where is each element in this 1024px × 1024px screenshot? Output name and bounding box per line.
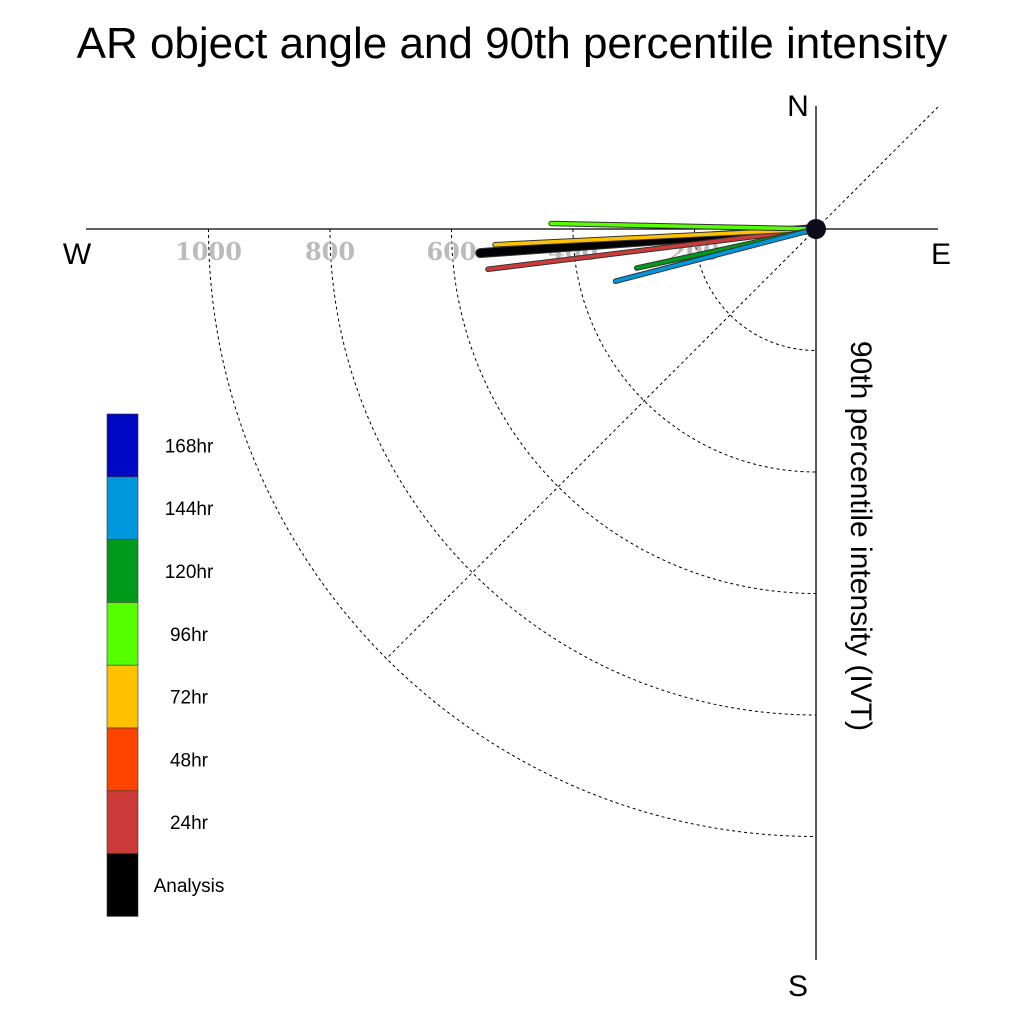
legend-swatch-120hr xyxy=(106,539,139,603)
diagonal-gridline xyxy=(385,106,939,660)
legend-swatch-72hr xyxy=(106,664,139,729)
chart-title: AR object angle and 90th percentile inte… xyxy=(77,19,948,68)
legend-swatch-24hr xyxy=(106,790,139,854)
compass-east: E xyxy=(931,238,951,271)
grid-arc-800 xyxy=(329,228,817,716)
compass-north: N xyxy=(787,90,809,123)
legend-swatch-168hr xyxy=(106,413,139,478)
compass-south: S xyxy=(788,970,808,1003)
radial-tick-600: 600 xyxy=(426,237,476,266)
legend-swatch-144hr xyxy=(106,476,139,540)
legend-label-analysis: Analysis xyxy=(154,876,225,897)
series-layer xyxy=(475,220,821,284)
legend: 168hr 144hr 120hr 96hr 72hr 48hr 24hr Analysis xyxy=(106,413,225,917)
y-axis-label: 90th percentile intensity (IVT) xyxy=(844,341,877,731)
legend-label-168hr: 168hr xyxy=(165,436,214,457)
legend-label-72hr: 72hr xyxy=(170,688,209,709)
legend-label-144hr: 144hr xyxy=(165,499,214,520)
grid-arc-400 xyxy=(572,228,817,473)
series-vector-144hr xyxy=(613,227,818,283)
radial-tick-800: 800 xyxy=(305,237,355,266)
legend-swatch-48hr xyxy=(106,727,139,792)
series-vector-96hr xyxy=(549,221,818,231)
grid-arc-600 xyxy=(451,228,817,594)
origin-marker xyxy=(806,219,826,239)
legend-swatch-96hr xyxy=(106,602,139,666)
legend-label-48hr: 48hr xyxy=(170,750,209,771)
series-vector-72hr xyxy=(493,227,818,247)
legend-label-120hr: 120hr xyxy=(165,562,214,583)
legend-swatch-analysis xyxy=(106,853,139,917)
series-vector-24hr xyxy=(486,227,818,272)
radial-tick-1000: 1000 xyxy=(175,237,242,266)
legend-label-24hr: 24hr xyxy=(170,813,209,834)
grid-arc-1000 xyxy=(208,228,817,837)
compass-west: W xyxy=(63,238,92,271)
legend-label-96hr: 96hr xyxy=(170,625,209,646)
